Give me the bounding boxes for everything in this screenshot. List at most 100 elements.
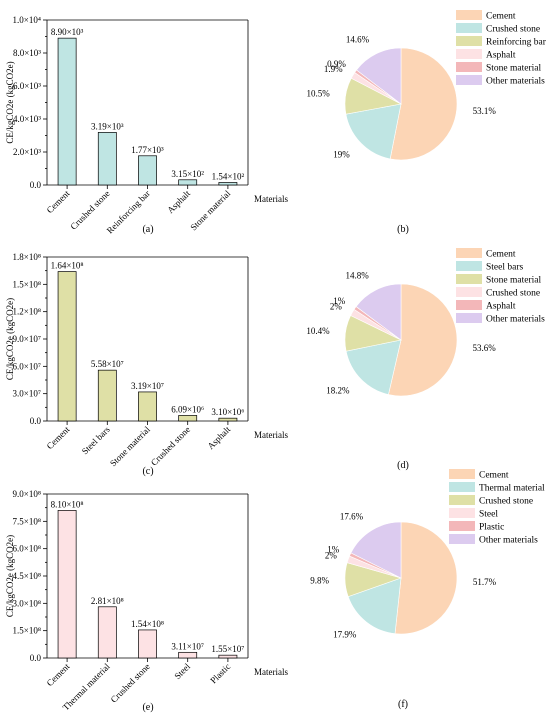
y-tick-label: 1.5×10⁸ [13,279,41,289]
legend-label: Cement [486,12,516,22]
pie-percent-label: 14.8% [345,271,369,281]
bar-chart-c: 0.0 3.0×10⁷ 6.0×10⁷ 9.0×10⁷ 1.2×10⁸ 1.5×10⁸ 1.… [5,252,288,477]
bar [97,606,117,659]
y-tick-label: 6.0×10³ [13,81,41,91]
pie-slice [356,47,402,105]
legend-swatch [456,261,482,271]
legend-swatch [456,10,482,20]
y-tick-label: 4.0×10³ [13,114,41,124]
legend-label: Other materials [479,536,538,546]
y-tick-label: 7.5×10⁸ [13,516,41,526]
bar [178,415,198,422]
x-tick-label: Asphalt [165,188,192,215]
pie-chart-f: 51.7% 17.9% 9.8% 2%1% 17.6% Cement Thermal mat… [310,469,545,710]
pie-chart-d: 53.6% 18.2% 10.4% 2%1% 14.8% Cement Steel bars… [306,248,545,471]
legend-label: Other materials [486,77,545,87]
legend-swatch [456,274,482,284]
bar [138,629,157,659]
data-label: 6.09×10⁶ [171,404,204,414]
pie-slice [355,283,402,341]
bar [218,417,238,422]
pie-percent-label: 2% [325,550,338,560]
pie-slice [388,283,458,397]
y-tick-label: 2.0×10³ [13,147,41,157]
legend-swatch [449,495,475,505]
pie-percent-label: 1.9% [324,64,343,74]
legend-label: Cement [486,250,516,260]
bar [57,271,77,422]
pie-slice [389,47,458,161]
bar [218,654,238,659]
y-tick-label: 3.0×10⁸ [13,598,41,608]
x-axis-label: Materials [254,667,288,677]
y-tick-label: 1.2×10⁸ [13,307,41,317]
pie-slice [350,521,402,579]
legend-swatch [449,534,475,544]
data-label: 3.15×10² [171,169,204,179]
pie-percent-label: 1% [333,296,346,306]
legend-swatch [449,508,475,518]
x-tick-label: Stone material [108,424,152,468]
y-tick-label: 6.0×10⁸ [13,544,41,554]
legend-label: Asphalt [486,51,516,61]
data-label: 5.58×10⁷ [91,359,124,369]
y-tick-label: 8.0×10³ [13,48,41,58]
pie-percent-label: 10.5% [307,88,331,98]
legend-label: Stone material [486,64,541,74]
x-tick-label: Crushed stone [149,424,192,467]
data-label: 8.10×10⁸ [51,499,84,509]
legend-label: Crushed stone [479,497,533,507]
bar-chart-a: 0.0 2.0×10³ 4.0×10³ 6.0×10³ 8.0×10³ 1.0×10⁴ CE… [5,15,288,236]
data-label: 1.55×10⁷ [211,644,244,654]
pie-percent-label: 1% [327,544,340,554]
x-tick-label: Steel bars [80,424,112,456]
pie-percent-label: 9.8% [310,575,329,585]
data-label: 2.81×10⁸ [91,596,124,606]
pie-percent-label: 53.6% [473,343,497,353]
panel-caption: (a) [142,224,153,235]
legend-swatch [449,469,475,479]
panel-caption: (f) [398,699,408,710]
x-tick-label: Asphalt [205,424,232,451]
x-tick-label: Cement [45,424,72,451]
y-tick-label: 9.0×10⁷ [13,334,41,344]
legend-swatch [456,49,482,59]
data-label: 3.19×10⁷ [131,381,164,391]
legend-swatch [456,36,482,46]
bar-chart-e: 0.0 1.5×10⁸ 3.0×10⁸ 4.5×10⁸ 6.0×10⁸ 7.5×10⁸ 9.… [5,489,288,713]
y-tick-label: 6.0×10⁷ [13,361,41,371]
data-label: 3.10×10⁶ [211,407,244,417]
y-tick-label: 0.0 [30,653,42,663]
pie-slice [345,103,402,160]
y-tick-label: 0.0 [30,180,42,190]
x-tick-label: Cement [45,661,72,688]
y-tick-label: 1.5×10⁸ [13,626,41,636]
pie-percent-label: 10.4% [306,326,330,336]
panel-caption: (d) [397,460,409,471]
x-axis-label: Materials [254,430,288,440]
pie-slice [347,577,402,635]
bar [97,369,117,422]
x-tick-label: Stone material [188,188,232,232]
y-tick-label: 1.8×10⁸ [13,252,41,262]
legend-label: Asphalt [486,302,516,312]
data-label: 3.11×10⁷ [171,641,204,651]
pie-slice [394,521,458,635]
legend-swatch [456,75,482,85]
legend-swatch [449,521,475,531]
data-label: 1.54×10² [212,171,245,181]
legend-label: Steel [479,510,498,520]
legend-swatch [456,62,482,72]
bar [178,651,198,659]
y-tick-label: 9.0×10⁸ [13,489,41,499]
pie-percent-label: 14.6% [346,34,370,44]
panel-caption: (e) [142,702,153,713]
legend-swatch [456,313,482,323]
x-tick-label: Crushed stone [109,661,152,704]
legend-swatch [456,300,482,310]
pie-percent-label: 2% [330,301,343,311]
y-tick-label: 3.0×10⁷ [13,389,41,399]
bar [97,132,117,186]
y-axis-label: CE/kgCO2e (kgCO2e) [5,535,15,617]
legend-label: Thermal material [479,484,545,494]
